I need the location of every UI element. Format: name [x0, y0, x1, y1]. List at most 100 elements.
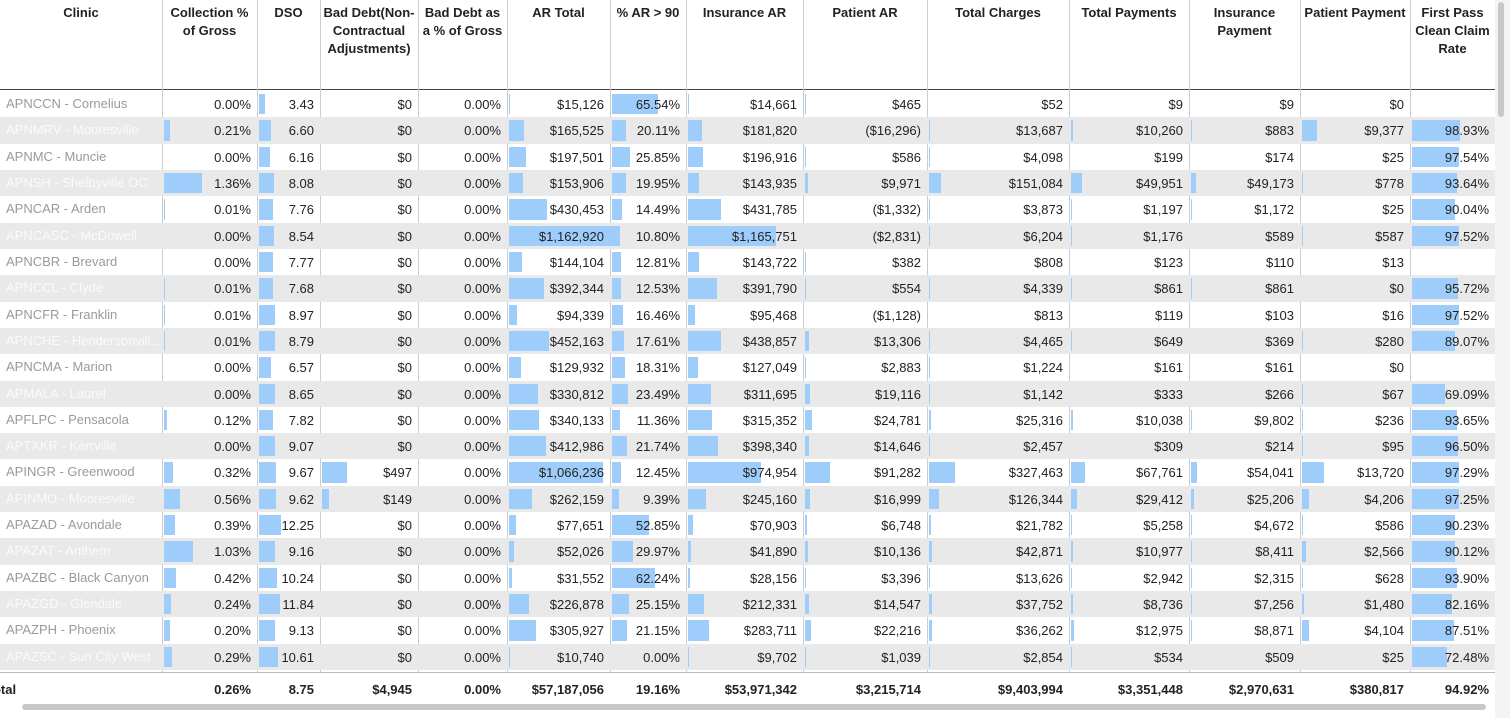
data-bar — [612, 172, 626, 194]
data-bar — [259, 120, 271, 141]
cell: $31,552 — [557, 570, 604, 586]
cell: $4,206 — [1364, 491, 1404, 507]
data-bar — [1071, 488, 1078, 510]
data-bar — [1412, 515, 1456, 536]
cell: 62.24% — [635, 570, 680, 586]
data-bar — [1302, 515, 1303, 536]
cell: $13,687 — [1016, 123, 1063, 139]
cell: $327,463 — [1008, 465, 1063, 481]
data-bar — [688, 278, 718, 299]
column-header: AR Total — [532, 5, 585, 20]
cell: $0 — [397, 97, 412, 112]
cell: $91,282 — [874, 465, 921, 481]
cell: 14.49% — [635, 202, 680, 218]
cell: 8.65 — [288, 386, 314, 402]
cell: $10,038 — [1136, 412, 1183, 428]
cell: 12.81% — [635, 254, 680, 270]
cell: $165,525 — [549, 123, 604, 139]
cell: $305,927 — [549, 623, 604, 639]
cell: $95,468 — [750, 307, 797, 323]
cell: 12.25 — [281, 518, 314, 534]
cell: $22,216 — [874, 623, 921, 639]
data-bar — [805, 620, 812, 641]
data-bar — [1191, 462, 1197, 483]
cell: $0 — [397, 175, 412, 191]
data-bar — [164, 541, 193, 562]
data-bar — [688, 488, 707, 510]
cell: 29.97% — [635, 544, 680, 560]
cell: $280 — [1375, 333, 1404, 349]
cell: $13,626 — [1016, 570, 1063, 586]
column-header: Insurance AR — [702, 5, 787, 20]
v-scrollbar[interactable] — [1498, 2, 1504, 117]
data-bar — [1412, 225, 1459, 246]
cell: $41,890 — [750, 544, 797, 560]
data-bar — [1302, 172, 1304, 194]
cell: $212,331 — [742, 597, 797, 613]
clinic-name: APINGR - Greenwood — [6, 464, 135, 480]
total-label: Total — [0, 682, 17, 697]
cell: $0 — [1389, 97, 1404, 112]
data-bar — [259, 278, 273, 299]
cell: $0 — [1389, 281, 1404, 297]
cell: 25.15% — [635, 597, 680, 613]
column-header: Total Payments — [1081, 5, 1177, 20]
h-scrollbar[interactable] — [22, 704, 1486, 710]
cell: 12.45% — [635, 465, 680, 481]
data-bar — [1412, 646, 1447, 668]
cell: $0 — [397, 123, 412, 139]
cell: 20.11% — [636, 123, 680, 139]
data-bar — [259, 567, 278, 589]
cell: $7,256 — [1254, 597, 1294, 613]
data-bar — [259, 620, 276, 641]
data-bar — [259, 225, 275, 246]
cell: 0.00% — [464, 544, 501, 560]
cell: $214 — [1265, 439, 1294, 455]
cell: 0.00% — [464, 360, 501, 376]
data-bar — [688, 120, 702, 141]
cell: $9,377 — [1364, 123, 1404, 139]
cell: $15,126 — [557, 97, 604, 112]
cell: $1,142 — [1023, 386, 1063, 402]
cell: $382 — [892, 254, 921, 270]
cell: $67 — [1382, 386, 1404, 402]
data-bar — [1412, 436, 1459, 457]
data-bar — [1412, 278, 1459, 299]
cell: $129,932 — [549, 360, 604, 376]
cell: 11.84 — [282, 597, 314, 613]
data-bar — [1302, 462, 1324, 483]
data-bar — [164, 515, 175, 536]
data-bar — [805, 488, 810, 510]
data-bar — [1191, 541, 1192, 562]
data-bar — [688, 515, 694, 536]
data-bar — [1412, 146, 1459, 167]
cell: 9.07 — [288, 439, 314, 455]
cell: $21,782 — [1016, 518, 1063, 534]
cell: $497 — [383, 465, 412, 481]
cell: ($16,296) — [865, 123, 921, 139]
clinic-name: APNMRV - Mooresville — [6, 122, 139, 138]
cell: $2,457 — [1023, 439, 1063, 455]
cell: $197,501 — [549, 149, 604, 165]
cell: 21.15% — [635, 623, 680, 639]
cell: $126,344 — [1008, 491, 1063, 507]
data-bar — [259, 304, 276, 325]
data-bar — [929, 462, 955, 483]
cell: 0.00% — [464, 439, 501, 455]
cell: 3.43 — [288, 97, 314, 112]
data-bar — [688, 94, 690, 115]
cell: $226,878 — [549, 597, 604, 613]
cell: $14,661 — [750, 97, 797, 112]
data-bar — [688, 199, 721, 220]
column-header: Bad Debt(Non-Contractual Adjustments) — [323, 5, 415, 56]
data-bar — [1071, 120, 1074, 141]
cell: $24,781 — [874, 412, 921, 428]
clinic-name: APAZAD - Avondale — [6, 517, 122, 533]
data-bar — [688, 225, 776, 246]
cell: 7.68 — [288, 281, 314, 297]
clinic-name: APNCASC - McDowell — [6, 227, 137, 243]
data-bar — [688, 541, 692, 562]
cell: $0 — [397, 439, 412, 455]
total-cell: $2,970,631 — [1228, 682, 1294, 697]
